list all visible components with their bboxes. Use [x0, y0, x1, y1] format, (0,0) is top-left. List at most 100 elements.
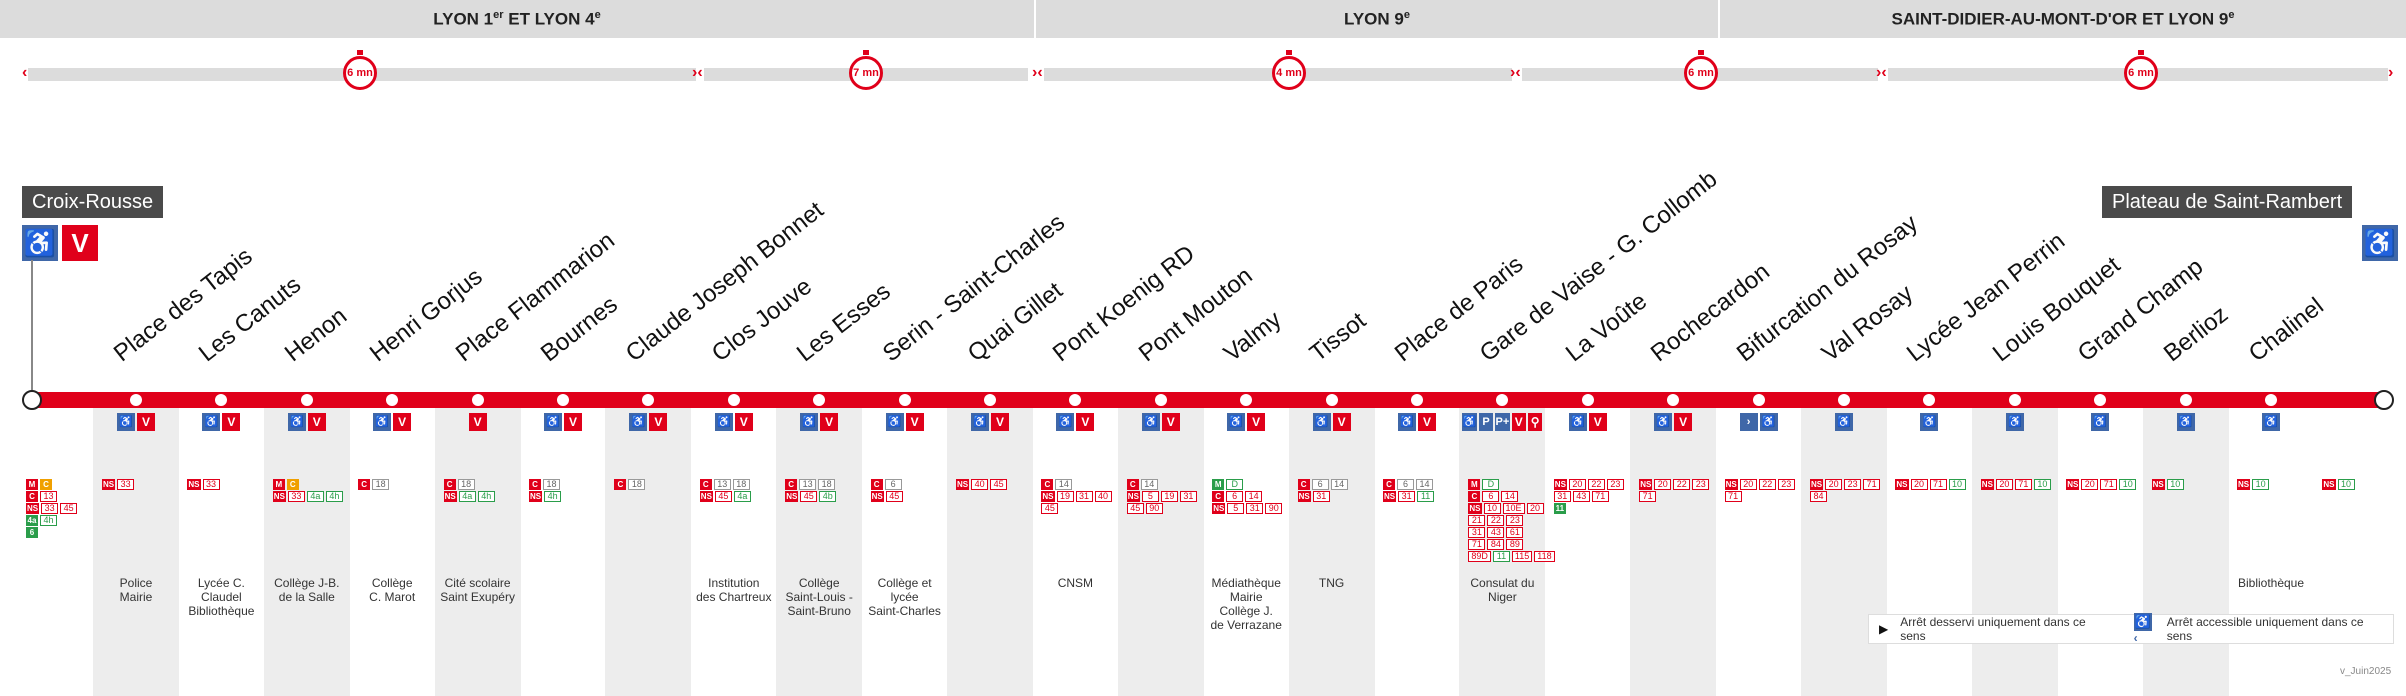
connection-row: 71 — [1724, 491, 1795, 502]
wheelchair-icon: ♿ — [2005, 413, 2024, 431]
line-badge: 5 — [1227, 503, 1245, 514]
stop-dot[interactable] — [2008, 394, 2021, 406]
line-badge: 23 — [1692, 479, 1710, 490]
stop-name[interactable]: Henon — [279, 302, 352, 368]
stop-dot[interactable] — [642, 394, 655, 406]
stop-services: › ♿ — [1719, 413, 1799, 431]
stop-dot[interactable] — [1838, 394, 1850, 406]
line-badge: NS — [2322, 479, 2336, 490]
line-badge: 20 — [1654, 479, 1672, 490]
stop-dot[interactable] — [813, 394, 826, 406]
stop-dot[interactable] — [2179, 394, 2192, 406]
stop-name[interactable]: Tissot — [1304, 307, 1371, 368]
connections: NS 33 — [187, 479, 220, 491]
point-of-interest: Collège et lycée Saint-Charles — [868, 576, 941, 618]
connection-row: NS 20 71 10 — [1895, 479, 1966, 490]
stop-column — [1459, 405, 1546, 696]
line-badge: 11 — [1553, 503, 1566, 514]
stop-services: ♿ P P+ V ⚲ — [1462, 413, 1543, 431]
stop-dot[interactable] — [1411, 394, 1423, 406]
connection-row: C 6 14 — [1212, 491, 1282, 502]
line-badge: 22 — [1758, 479, 1776, 490]
line-badge: 18 — [457, 479, 475, 490]
line-badge: 6 — [1311, 479, 1329, 490]
connection-row: C 18 — [358, 479, 390, 490]
line-badge: 71 — [1863, 479, 1881, 490]
connections: C 18 NS 4a 4h — [443, 479, 495, 503]
stop-dot[interactable] — [386, 394, 399, 406]
connection-row: 71 — [1639, 491, 1709, 502]
line-badge: C — [1041, 479, 1054, 490]
stop-services: ♿ V — [352, 413, 432, 431]
stop-dot[interactable] — [1069, 394, 1082, 406]
stop-dot[interactable] — [1154, 394, 1167, 406]
stop-name[interactable]: Valmy — [1218, 305, 1287, 368]
line-badge: NS — [2151, 479, 2165, 490]
stop-dot[interactable] — [1240, 394, 1253, 406]
line-badge: NS — [1639, 479, 1653, 490]
connections: NS 20 22 23 71 — [1724, 479, 1795, 503]
stop-dot[interactable] — [984, 394, 996, 406]
line-badge: NS — [1212, 503, 1226, 514]
connection-row: NS 31 — [1297, 491, 1348, 502]
stop-dot[interactable] — [1923, 394, 1936, 406]
stop-name[interactable]: Lycée Jean Perrin — [1902, 227, 2071, 368]
stop-dot[interactable] — [557, 394, 569, 406]
connection-row: NS 10 — [2237, 479, 2270, 490]
line-badge: NS — [1126, 491, 1140, 502]
line-badge: 10 — [1483, 503, 1501, 514]
connection-row: NS 45 4b — [785, 491, 837, 502]
connections: NS 10 — [2151, 479, 2184, 491]
stop-name[interactable]: Chalinel — [2243, 292, 2329, 368]
stop-name[interactable]: Pont Koenig RD — [1048, 239, 1201, 368]
connections: C 6 NS 45 — [870, 479, 903, 503]
stop-dot[interactable] — [898, 394, 911, 406]
stop-dot[interactable] — [130, 394, 142, 406]
connection-row: 31 43 61 — [1468, 527, 1554, 538]
stop-services: ♿ V — [523, 413, 603, 431]
line-badge: 10 — [2166, 479, 2184, 490]
point-of-interest: Lycée C. Claudel Bibliothèque — [188, 576, 255, 618]
wheelchair-icon: ♿ — [1654, 413, 1673, 431]
wheelchair-icon: ♿ — [1759, 413, 1778, 431]
connection-row: C 14 — [1041, 479, 1111, 490]
line-badge: NS — [699, 491, 713, 502]
stop-name[interactable]: Place Flammarion — [450, 226, 620, 368]
point-of-interest: CNSM — [1057, 576, 1094, 590]
connection-row: 4a 4h — [26, 515, 77, 526]
line-badge: M — [1468, 479, 1481, 490]
line-badge: C — [286, 479, 299, 490]
timer-icon: 6 mn — [1684, 50, 1718, 90]
line-badge: 18 — [732, 479, 750, 490]
line-badge: 40 — [1094, 491, 1112, 502]
stop-dot[interactable] — [300, 394, 313, 406]
wheelchair-icon: ♿ — [714, 413, 733, 431]
wheelchair-icon: ♿ — [971, 413, 989, 431]
stop-name[interactable]: Berlioz — [2158, 300, 2233, 368]
connection-row: NS 4h — [529, 491, 562, 502]
wheelchair-icon: ♿ — [1835, 413, 1853, 431]
stop-dot[interactable] — [1581, 394, 1594, 406]
timer-label: 6 mn — [1688, 67, 1714, 79]
stop-dot[interactable] — [1496, 394, 1509, 406]
stop-dot[interactable] — [471, 394, 484, 406]
stop-dot[interactable] — [2094, 394, 2107, 406]
stop-name[interactable]: Place des Tapis — [108, 242, 258, 368]
stop-dot[interactable] — [2265, 394, 2277, 406]
stop-services: ♿ V — [694, 413, 774, 431]
stop-dot[interactable] — [1752, 394, 1765, 406]
accessible-direction-icon: ♿‹ — [2133, 613, 2152, 645]
stop-dot[interactable] — [215, 394, 228, 406]
line-badge: C — [1468, 491, 1481, 502]
stop-column — [947, 405, 1033, 696]
velov-icon: V — [1332, 413, 1351, 431]
stop-dot[interactable] — [1325, 394, 1338, 406]
line-badge: 23 — [1606, 479, 1624, 490]
line-badge: 10 — [2252, 479, 2270, 490]
connection-row: 11 — [1553, 503, 1624, 514]
zone-label: SAINT-DIDIER-AU-MONT-D'OR ET LYON 9e — [1891, 8, 2235, 29]
stop-dot[interactable] — [1667, 394, 1680, 406]
stop-dot[interactable] — [727, 394, 740, 406]
connections: C 14 NS 19 31 40 45 — [1041, 479, 1112, 515]
stop-column — [1630, 405, 1717, 696]
